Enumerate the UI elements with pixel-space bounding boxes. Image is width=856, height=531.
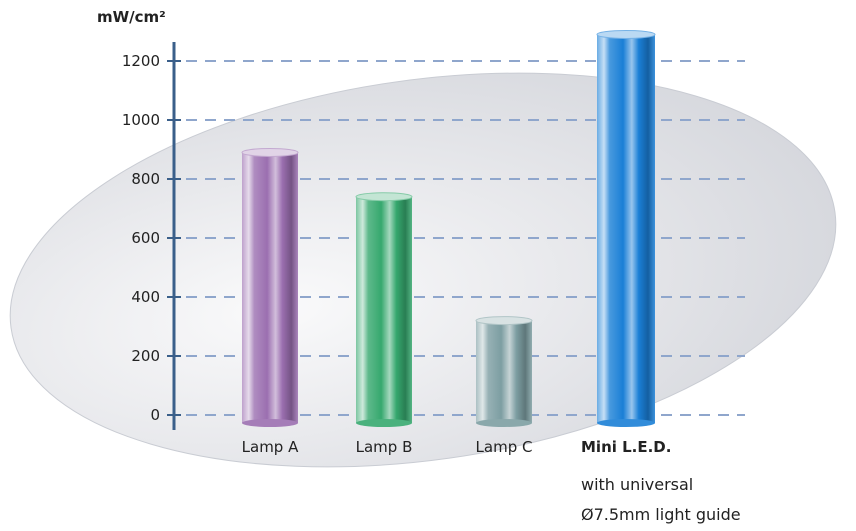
y-tick-label: 600 bbox=[131, 229, 160, 247]
bar-cap bbox=[241, 147, 299, 157]
category-subtitle: with universal bbox=[581, 475, 693, 494]
bar-base bbox=[356, 419, 412, 427]
bar-lamp-c bbox=[476, 320, 532, 423]
y-tick-label: 400 bbox=[131, 288, 160, 306]
bar-cap bbox=[596, 29, 656, 39]
category-subtitle: Ø7.5mm light guide bbox=[581, 505, 741, 524]
x-tick-label: Mini L.E.D. bbox=[581, 438, 671, 456]
y-tick-label: 1200 bbox=[122, 52, 160, 70]
bar-layer bbox=[241, 29, 656, 427]
y-tick-label: 800 bbox=[131, 170, 160, 188]
axis-layer bbox=[167, 42, 181, 430]
background-ellipse bbox=[9, 72, 837, 468]
bar-base bbox=[597, 419, 655, 427]
y-tick-label: 0 bbox=[150, 406, 160, 424]
label-layer: 0 200 400 600 800 1000 1200 mW/cm² Lamp A Lamp B L… bbox=[97, 8, 741, 524]
background-layer bbox=[9, 72, 837, 468]
bar-cap bbox=[475, 316, 533, 326]
x-tick-label: Lamp C bbox=[476, 438, 533, 456]
bar-base bbox=[242, 419, 298, 427]
x-tick-label: Lamp B bbox=[356, 438, 413, 456]
bar-cap bbox=[355, 192, 413, 202]
y-axis-label: mW/cm² bbox=[97, 8, 166, 26]
bar-mini-l-e-d bbox=[597, 34, 655, 423]
y-tick-label: 1000 bbox=[122, 111, 160, 129]
bar-lamp-b bbox=[356, 196, 412, 423]
bar-base bbox=[476, 419, 532, 427]
x-tick-label: Lamp A bbox=[242, 438, 299, 456]
y-tick-label: 200 bbox=[131, 347, 160, 365]
bar-lamp-a bbox=[242, 152, 298, 423]
